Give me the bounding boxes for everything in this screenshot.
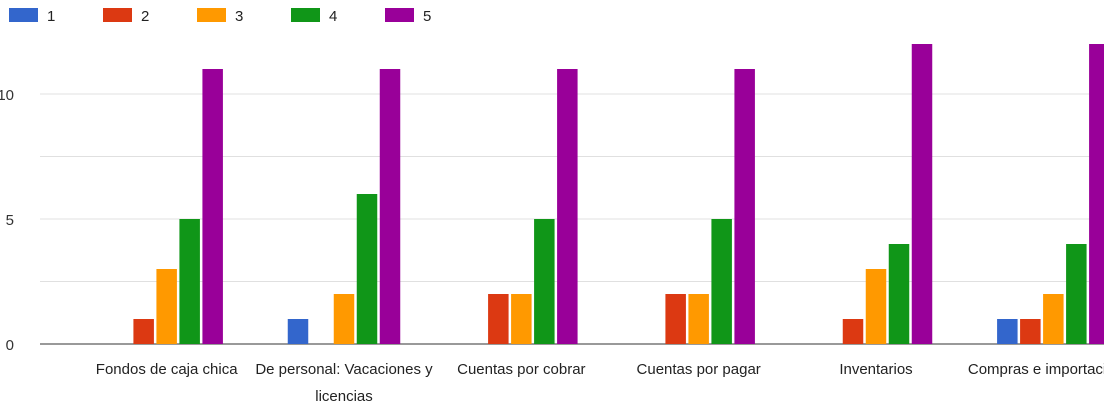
legend-label: 5: [423, 8, 431, 25]
y-axis-ticks: 0 5 10: [0, 87, 14, 354]
bar: [1066, 244, 1087, 344]
bar: [557, 69, 578, 344]
legend-label: 4: [329, 8, 337, 25]
y-tick-label: 5: [6, 212, 14, 229]
x-category-label: Compras e importaciones: [968, 361, 1104, 378]
bar: [287, 319, 309, 344]
bar: [1020, 319, 1041, 344]
legend-swatch: [103, 8, 132, 22]
x-category-label: licencias: [315, 388, 373, 405]
bar: [997, 319, 1018, 344]
x-category-label: Cuentas por pagar: [637, 361, 761, 378]
bar: [202, 69, 223, 344]
legend: 1 2 3 4 5: [9, 8, 431, 25]
bars: [133, 44, 1104, 344]
y-tick-label: 10: [0, 87, 14, 104]
bar: [688, 294, 709, 344]
bar: [356, 194, 378, 344]
bar: [156, 269, 177, 344]
legend-label: 3: [235, 8, 243, 25]
bar: [511, 294, 532, 344]
legend-swatch: [291, 8, 320, 22]
bar: [665, 294, 686, 344]
bar: [333, 294, 355, 344]
bar: [734, 69, 755, 344]
bar: [711, 219, 732, 344]
y-tick-label: 0: [6, 337, 14, 354]
bar: [842, 319, 864, 344]
legend-swatch: [385, 8, 414, 22]
bar: [865, 269, 887, 344]
legend-label: 1: [47, 8, 55, 25]
bar: [1043, 294, 1064, 344]
bar: [179, 219, 200, 344]
x-category-label: Cuentas por cobrar: [457, 361, 585, 378]
bar: [888, 244, 910, 344]
x-category-label: De personal: Vacaciones y: [255, 361, 433, 378]
x-category-label: Inventarios: [839, 361, 912, 378]
bar: [534, 219, 555, 344]
legend-label: 2: [141, 8, 149, 25]
bar: [911, 44, 933, 344]
legend-swatch: [9, 8, 38, 22]
bar: [488, 294, 509, 344]
x-axis-labels: Fondos de caja chica De personal: Vacacio…: [96, 361, 1104, 405]
legend-swatch: [197, 8, 226, 22]
bar: [379, 69, 401, 344]
bar: [1089, 44, 1104, 344]
bar: [133, 319, 154, 344]
x-category-label: Fondos de caja chica: [96, 361, 238, 378]
